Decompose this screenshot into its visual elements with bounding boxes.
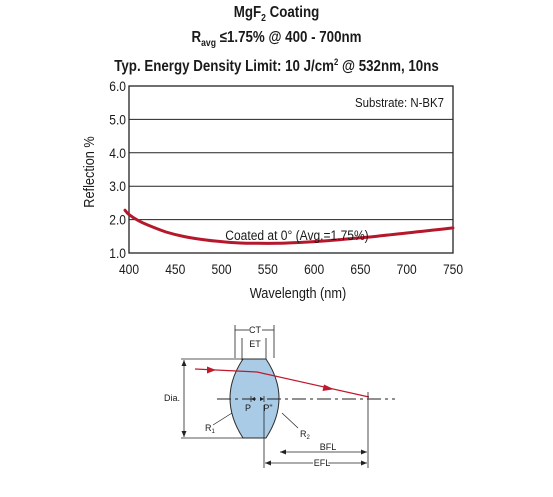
y-tick-label: 4.0: [109, 145, 126, 161]
energy-density-spec: Typ. Energy Density Limit: 10 J/cm2 @ 53…: [39, 53, 515, 76]
dia-arrow-bottom: [181, 431, 187, 437]
reflection-curve: [123, 208, 455, 245]
x-tick-label: 550: [258, 261, 278, 277]
x-tick-labels: 400 450 500 550 600 650 700 750: [119, 261, 463, 277]
y-tick-label: 2.0: [109, 212, 126, 228]
substrate-annotation: Substrate: N-BK7: [355, 95, 444, 110]
r2-leader: [281, 412, 299, 429]
y-axis-label: Reflection %: [80, 136, 97, 208]
light-ray: [194, 368, 370, 398]
title-suffix: Coating: [265, 4, 320, 21]
x-tick-label: 750: [443, 261, 463, 277]
dia-arrow-top: [181, 360, 187, 366]
x-tick-label: 700: [397, 261, 417, 277]
x-axis-label: Wavelength (nm): [250, 284, 347, 301]
ct-label: CT: [249, 325, 261, 335]
ray-arrow-out: [322, 384, 334, 391]
plot-frame: [128, 85, 454, 254]
r2-letter: R: [300, 429, 307, 439]
y-tick-label: 1.0: [109, 245, 126, 261]
r2-label: R2: [300, 429, 311, 441]
title-subscript: 2: [261, 13, 266, 25]
efl-arrow-right: [361, 460, 367, 466]
ravg-prefix: R: [191, 29, 202, 47]
efl-label: EFL: [314, 458, 331, 468]
bfl-arrow-right: [361, 449, 367, 455]
ray-arrow-in: [207, 366, 216, 374]
y-tick-label: 5.0: [109, 112, 126, 128]
dia-label: Dia.: [164, 393, 180, 403]
series-group: [123, 208, 455, 245]
r1-subscript: 1: [212, 429, 216, 435]
ravg-subscript: avg: [201, 38, 216, 50]
efl-arrow-left: [265, 460, 271, 466]
p-prime-label: P": [263, 403, 272, 413]
r2-subscript: 2: [307, 435, 311, 441]
bfl-label: BFL: [320, 442, 337, 452]
x-tick-label: 400: [119, 261, 139, 277]
energy-prefix: Typ. Energy Density Limit: 10 J/cm: [114, 58, 335, 76]
grid-lines: [129, 118, 453, 221]
ravg-spec: Ravg ≤1.75% @ 400 - 700nm: [39, 28, 515, 53]
et-label: ET: [249, 339, 261, 349]
bfl-arrow-left: [280, 449, 286, 455]
r1-letter: R: [205, 423, 212, 433]
lens-diagram: CT ET Dia. P P" R1 R2: [162, 325, 395, 470]
title-prefix: MgF: [233, 4, 262, 21]
curve-annotation: Coated at 0° (Avg.=1.75%): [225, 227, 368, 243]
p-arrow-left: [251, 397, 255, 401]
r1-leader: [212, 412, 233, 426]
x-tick-label: 600: [304, 261, 324, 277]
r1-label: R1: [205, 423, 216, 435]
x-tick-label: 650: [350, 261, 370, 277]
y-tick-label: 3.0: [109, 178, 126, 194]
x-tick-label: 500: [212, 261, 232, 277]
ravg-suffix: ≤1.75% @ 400 - 700nm: [215, 29, 362, 47]
p-label: P: [245, 403, 251, 413]
y-tick-labels: 1.0 2.0 3.0 4.0 5.0 6.0: [109, 78, 126, 261]
p-arrow-right: [260, 397, 264, 401]
coating-title: MgF2 Coating: [39, 3, 515, 28]
chart-header: MgF2 Coating Ravg ≤1.75% @ 400 - 700nm T…: [0, 3, 553, 76]
energy-suffix: @ 532nm, 10ns: [338, 58, 439, 76]
y-tick-label: 6.0: [109, 78, 126, 94]
energy-superscript: 2: [334, 57, 339, 68]
x-tick-label: 450: [165, 261, 185, 277]
